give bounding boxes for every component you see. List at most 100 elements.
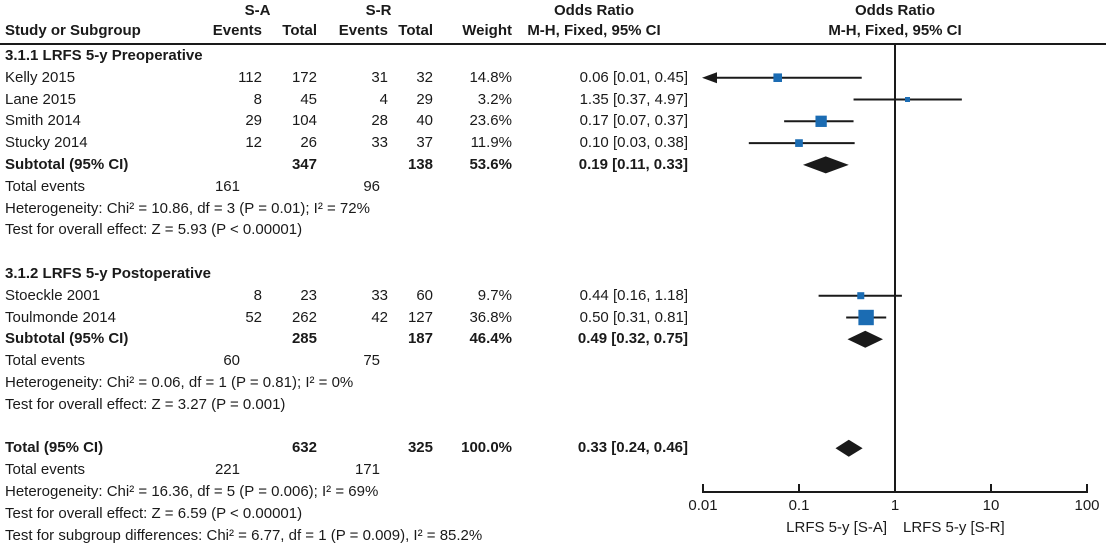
statistics-note-row: Heterogeneity: Chi² = 0.06, df = 1 (P = … <box>0 372 1106 394</box>
total-sr: 60 <box>416 286 433 304</box>
events-sa: 29 <box>245 112 262 130</box>
statistics-note-row: Heterogeneity: Chi² = 10.86, df = 3 (P =… <box>0 198 1106 220</box>
pooled-label: Total (95% CI) <box>5 439 104 457</box>
events-sa: 8 <box>253 286 262 304</box>
pooled-diamond <box>835 439 863 457</box>
total-sr: 127 <box>407 308 433 326</box>
total-sa: 172 <box>291 68 317 86</box>
study-row: Stoeckle 2001 8 23 33 60 9.7% 0.44 [0.16, 1.18… <box>0 285 1106 307</box>
header-rule <box>0 43 1106 45</box>
weight: 11.9% <box>470 134 512 152</box>
total-events-sr: 75 <box>363 352 380 370</box>
weight: 23.6% <box>469 112 512 130</box>
favors-left-label: LRFS 5-y [S-A] <box>786 519 887 536</box>
or-column-title: Odds Ratio <box>553 2 634 19</box>
study-row: Lane 2015 8 45 4 29 3.2% 1.35 [0.37, 4.97] <box>0 89 1106 111</box>
weight: 36.8% <box>469 308 512 326</box>
favors-right-label: LRFS 5-y [S-R] <box>903 519 1005 536</box>
or-ci-text: 0.49 [0.32, 0.75] <box>577 330 688 348</box>
effect-square <box>815 115 827 127</box>
total-events-sr: 96 <box>363 177 380 195</box>
or-ci-text: 0.50 [0.31, 0.81] <box>579 308 688 326</box>
events-sr: 31 <box>371 68 388 86</box>
total-sr: 138 <box>407 156 433 173</box>
statistics-note: Heterogeneity: Chi² = 16.36, df = 5 (P =… <box>5 483 379 500</box>
total-sr: 325 <box>407 439 433 457</box>
subgroup-label: 3.1.1 LRFS 5-y Preoperative <box>5 47 203 64</box>
pooled-diamond <box>802 156 849 174</box>
x-axis-tick-label: 10 <box>983 497 1000 514</box>
pooled-row: Subtotal (95% CI) 285 187 46.4% 0.49 [0.32, … <box>0 328 1106 350</box>
total-sr: 32 <box>416 68 433 86</box>
effect-square <box>905 97 911 102</box>
effect-square <box>857 292 865 300</box>
column-events-sr: Events <box>338 22 388 39</box>
study-name: Stucky 2014 <box>5 134 88 152</box>
or-ci-text: 0.44 [0.16, 1.18] <box>579 286 688 304</box>
total-events-row: Total events 221 171 <box>0 459 1106 481</box>
or-ci-text: 0.17 [0.07, 0.37] <box>579 112 688 130</box>
or-column-method: M-H, Fixed, 95% CI <box>527 22 661 39</box>
total-sr: 37 <box>416 134 433 152</box>
study-name: Kelly 2015 <box>5 68 76 86</box>
statistics-note-row: Test for overall effect: Z = 6.59 (P < 0… <box>0 503 1106 525</box>
weight: 46.4% <box>469 330 512 348</box>
total-events-sa: 221 <box>214 461 240 479</box>
total-sr: 187 <box>407 330 433 348</box>
column-group-sr: S-R <box>365 2 392 19</box>
events-sa: 12 <box>245 134 262 152</box>
effect-square <box>773 73 782 82</box>
total-sa: 45 <box>300 90 317 108</box>
ci-arrow-left <box>702 72 717 84</box>
statistics-note: Heterogeneity: Chi² = 10.86, df = 3 (P =… <box>5 199 370 217</box>
column-total-sr: Total <box>398 22 433 39</box>
total-sa: 104 <box>291 112 317 130</box>
statistics-note: Test for overall effect: Z = 5.93 (P < 0… <box>5 221 303 239</box>
total-sa: 632 <box>291 439 317 457</box>
events-sa: 112 <box>238 68 262 86</box>
total-sa: 262 <box>291 308 317 326</box>
column-events-sa: Events <box>212 22 262 39</box>
weight: 9.7% <box>477 286 512 304</box>
events-sa: 8 <box>253 90 262 108</box>
study-row: Smith 2014 29 104 28 40 23.6% 0.17 [0.07, 0.37… <box>0 110 1106 132</box>
weight: 3.2% <box>477 90 512 108</box>
events-sr: 4 <box>379 90 388 108</box>
total-events-sa: 161 <box>214 177 240 195</box>
statistics-note-row: Test for subgroup differences: Chi² = 6.… <box>0 525 1106 547</box>
total-sr: 29 <box>416 90 433 108</box>
statistics-note-row: Test for overall effect: Z = 5.93 (P < 0… <box>0 219 1106 241</box>
column-weight: Weight <box>462 22 512 39</box>
total-events-label: Total events <box>5 461 86 479</box>
total-sa: 285 <box>291 330 317 348</box>
total-sr: 40 <box>416 112 433 130</box>
or-ci-text: 1.35 [0.37, 4.97] <box>579 90 688 108</box>
weight: 14.8% <box>469 68 512 86</box>
events-sr: 42 <box>371 308 388 326</box>
x-axis-tick-label: 0.1 <box>789 497 810 514</box>
subgroup-label: 3.1.2 LRFS 5-y Postoperative <box>5 265 211 282</box>
column-total-sa: Total <box>282 22 317 39</box>
study-row: Stucky 2014 12 26 33 37 11.9% 0.10 [0.03, 0.38… <box>0 132 1106 154</box>
study-row: Kelly 2015 112 172 31 32 14.8% 0.06 [0.01, 0.4… <box>0 67 1106 89</box>
events-sa: 52 <box>245 308 262 326</box>
weight: 100.0% <box>461 439 512 457</box>
pooled-diamond <box>847 330 884 348</box>
x-axis-tick-label: 100 <box>1074 497 1099 514</box>
study-row: Toulmonde 2014 52 262 42 127 36.8% 0.50 [0.31,… <box>0 307 1106 329</box>
or-plot-title: Odds Ratio <box>854 2 935 19</box>
x-axis-tick-label: 1 <box>891 497 899 514</box>
total-sa: 23 <box>300 286 317 304</box>
effect-square <box>795 139 803 147</box>
statistics-note-row: Test for overall effect: Z = 3.27 (P = 0… <box>0 394 1106 416</box>
subgroup-header-row: 3.1.2 LRFS 5-y Postoperative <box>0 263 1106 285</box>
effect-square <box>858 309 874 326</box>
pooled-row: Total (95% CI) 632 325 100.0% 0.33 [0.24, 0.… <box>0 437 1106 459</box>
column-study: Study or Subgroup <box>5 22 141 39</box>
total-events-row: Total events 60 75 <box>0 350 1106 372</box>
statistics-note-row: Heterogeneity: Chi² = 16.36, df = 5 (P =… <box>0 481 1106 503</box>
total-sa: 347 <box>291 156 317 173</box>
pooled-row: Subtotal (95% CI) 347 138 53.6% 0.19 [0.11, … <box>0 154 1106 176</box>
